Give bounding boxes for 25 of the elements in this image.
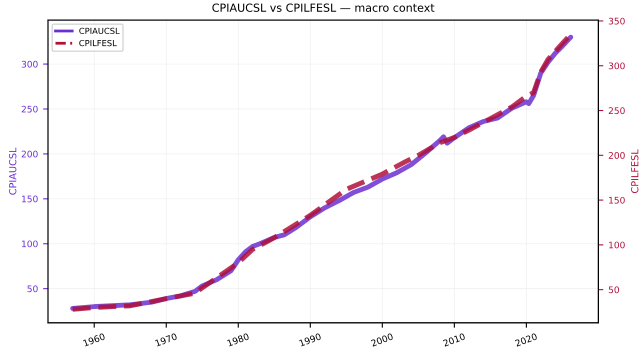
- x-tick-label: 1970: [154, 332, 178, 347]
- legend-label: CPILFESL: [79, 40, 117, 46]
- y2-axis-title: CPILFESL: [631, 149, 638, 194]
- x-tick-label: 1990: [299, 332, 322, 347]
- x-tick-label: 1960: [82, 332, 106, 347]
- y-tick-label: 200: [22, 150, 38, 158]
- x-tick-label: 1980: [226, 332, 250, 347]
- y-tick-label: 250: [22, 106, 38, 113]
- chart-title: CPIAUCSL vs CPILFESL — macro context: [212, 3, 434, 12]
- y2-tick-label: 300: [608, 62, 625, 70]
- x-tick-label: 2010: [442, 332, 466, 347]
- x-tick-label: 2000: [370, 332, 394, 347]
- y-tick-label: 100: [22, 240, 38, 248]
- x-tick-label: 2020: [514, 332, 538, 347]
- y2-tick-label: 100: [609, 242, 625, 248]
- y2-tick-label: 350: [608, 18, 625, 25]
- y2-tick-label: 150: [609, 196, 625, 204]
- legend-label: CPIAUCSL: [79, 28, 120, 34]
- y-tick-label: 150: [22, 196, 38, 202]
- y-tick-label: 300: [22, 60, 38, 68]
- y2-tick-label: 200: [608, 152, 625, 159]
- y-tick-label: 50: [27, 285, 38, 292]
- y2-tick-label: 50: [608, 286, 620, 294]
- y-axis-title: CPIAUCSL: [9, 148, 16, 195]
- y2-tick-label: 250: [608, 107, 625, 114]
